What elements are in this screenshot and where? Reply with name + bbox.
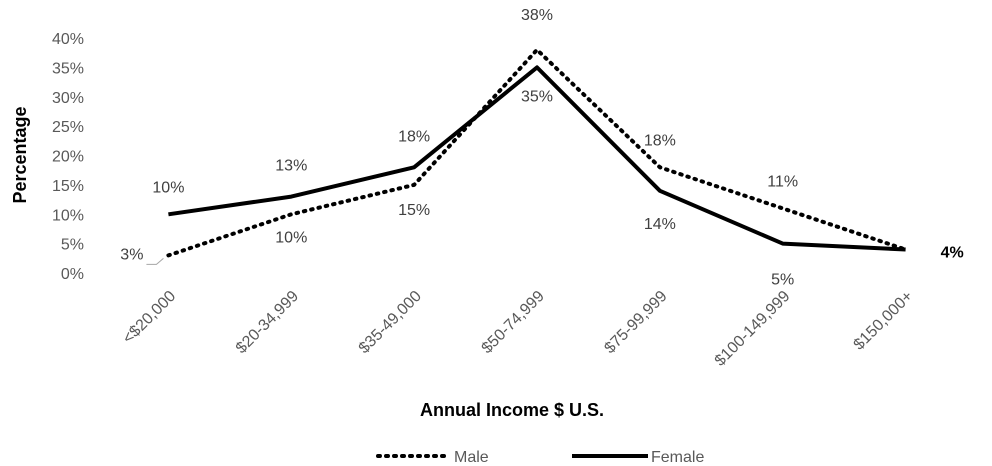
y-tick-label: 30% — [52, 90, 84, 107]
data-label-male: 3% — [120, 246, 143, 263]
data-label-female: 5% — [771, 272, 794, 289]
x-tick-label: $75-99,999 — [601, 288, 670, 357]
x-tick-label: $50-74,999 — [479, 288, 548, 357]
legend-label-male: Male — [454, 449, 489, 466]
y-tick-label: 20% — [52, 149, 84, 166]
y-axis-title: Percentage — [10, 106, 30, 203]
data-label-female: 10% — [152, 179, 184, 196]
y-axis-ticks: 0% 5% 10% 15% 20% 25% 30% 35% 40% — [52, 31, 84, 283]
data-label-male: 11% — [767, 173, 798, 190]
series-line-male — [166, 47, 908, 258]
y-tick-label: 25% — [52, 119, 84, 136]
x-axis-ticks: <$20,000 $20-34,999 $35-49,000 $50-74,999 $7… — [120, 288, 917, 370]
data-label-female: 35% — [521, 88, 553, 105]
y-tick-label: 5% — [61, 237, 84, 254]
x-axis-title: Annual Income $ U.S. — [420, 400, 604, 420]
data-label-male: 10% — [275, 229, 307, 246]
data-label-female: 18% — [398, 128, 430, 145]
y-tick-label: 40% — [52, 31, 84, 48]
series-line-female — [168, 65, 906, 252]
x-tick-label: $150,000+ — [851, 288, 917, 354]
series-layer — [166, 47, 908, 258]
data-label-male: 18% — [644, 132, 676, 149]
legend: Male Female — [376, 449, 704, 466]
data-label-female: 14% — [644, 216, 676, 233]
x-tick-label: $35-49,000 — [356, 288, 425, 357]
data-label-female: 13% — [275, 158, 307, 175]
x-tick-label: $20-34,999 — [233, 288, 302, 357]
x-tick-label: <$20,000 — [120, 288, 180, 348]
label-leader-line — [146, 257, 164, 265]
data-labels: 3% 10% 15% 38% 18% 11% 4% 10% 13% 18% 35% 14% 5% — [120, 7, 963, 289]
y-tick-label: 10% — [52, 207, 84, 224]
legend-label-female: Female — [651, 449, 704, 466]
y-tick-label: 0% — [61, 266, 84, 283]
data-label-male: 4% — [941, 245, 964, 262]
data-label-male: 38% — [521, 7, 553, 24]
x-tick-label: $100-149,999 — [712, 288, 794, 370]
y-tick-label: 15% — [52, 178, 84, 195]
data-label-male: 15% — [398, 202, 430, 219]
y-tick-label: 35% — [52, 60, 84, 77]
